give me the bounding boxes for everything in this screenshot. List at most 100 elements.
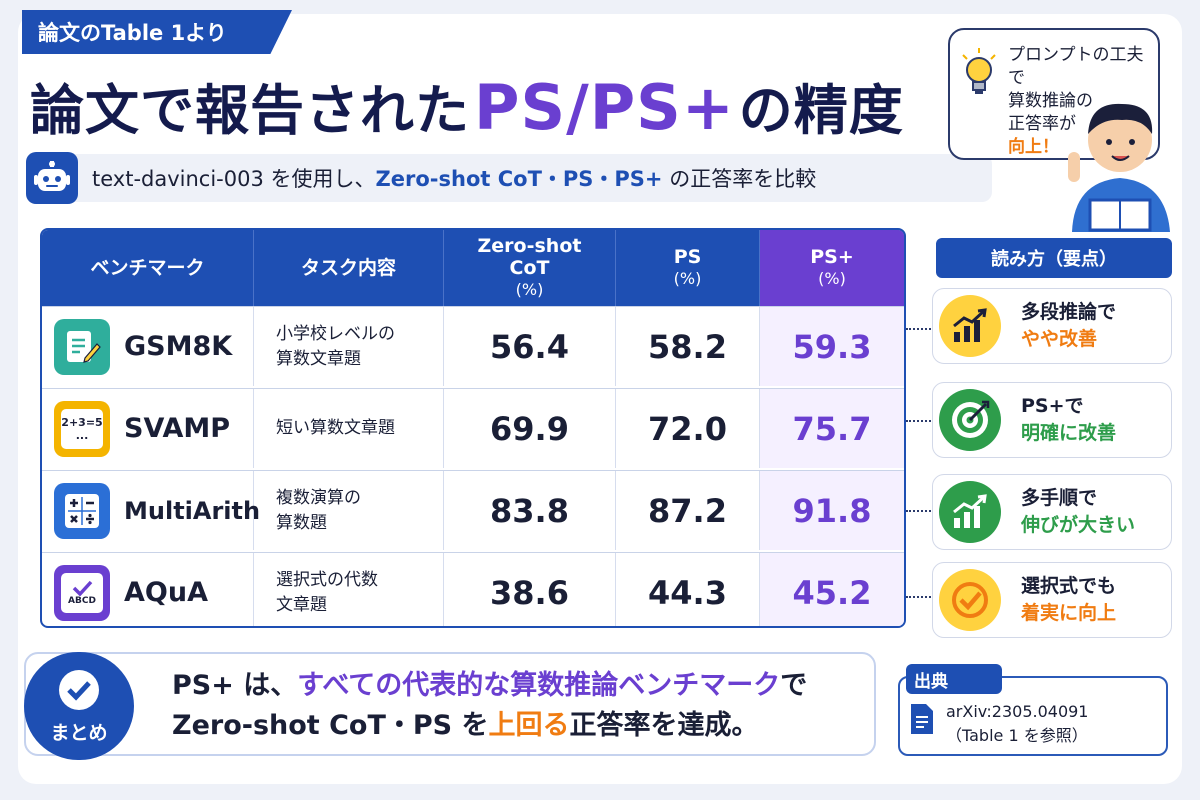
benchmark-cell: MultiArith xyxy=(42,471,260,550)
source-header-label: 出典 xyxy=(914,671,948,692)
summary-badge: まとめ xyxy=(24,652,134,760)
summary-line1-post: で xyxy=(780,670,808,701)
benchmark-name: SVAMP xyxy=(124,413,231,444)
reading-text: 多段推論で やや改善 xyxy=(1021,299,1116,353)
benchmark-cell: GSM8K xyxy=(42,307,254,386)
lightbulb-icon xyxy=(960,48,998,105)
table-row: 2+3=5 ... SVAMP 短い算数文章題 69.9 72.0 75.7 xyxy=(42,388,904,468)
reading-card: 多手順で 伸びが大きい xyxy=(932,474,1172,550)
task-cell: 短い算数文章題 xyxy=(254,389,444,468)
title-post: の精度 xyxy=(738,79,904,142)
calculator-icon xyxy=(54,482,110,539)
bubble-line4: 向上！ xyxy=(1008,137,1059,157)
results-table: ベンチマーク タスク内容 Zero-shot CoT (%) PS (%) PS… xyxy=(40,228,906,628)
ps-value: 44.3 xyxy=(616,553,760,626)
connector-dots xyxy=(906,596,934,598)
source-note: （Table 1 を参照） xyxy=(946,726,1088,745)
subtitle-text: text-davinci-003 を使用し、Zero-shot CoT・PS・P… xyxy=(92,163,816,193)
bar-chart-up-icon xyxy=(939,481,1001,543)
reading-line2: やや改善 xyxy=(1021,328,1098,350)
title-highlight: PS/PS+ xyxy=(474,71,735,144)
connector-dots xyxy=(906,328,934,330)
methods-list: Zero-shot CoT・PS・PS+ xyxy=(375,167,663,191)
equation-icon: 2+3=5 ... xyxy=(54,400,110,457)
subtitle-bar: text-davinci-003 を使用し、Zero-shot CoT・PS・P… xyxy=(26,152,992,204)
reading-line1: 選択式でも xyxy=(1021,575,1117,597)
cot-value: 83.8 xyxy=(444,471,616,550)
summary-text: PS+ は、すべての代表的な算数推論ベンチマークで Zero-shot CoT・… xyxy=(172,666,807,746)
document-icon xyxy=(908,702,936,740)
task-cell: 複数演算の 算数題 xyxy=(254,471,444,550)
benchmark-name: GSM8K xyxy=(124,331,233,362)
cot-value: 69.9 xyxy=(444,389,616,468)
model-name: text-davinci-003 xyxy=(92,167,264,191)
header-benchmark: ベンチマーク xyxy=(42,230,254,306)
task-cell: 選択式の代数 文章題 xyxy=(254,553,444,626)
target-icon xyxy=(939,389,1001,451)
title-pre: 論文で報告された xyxy=(30,79,470,142)
equation-icon-dots: ... xyxy=(75,428,89,442)
person-reading-icon xyxy=(1062,82,1180,236)
source-tag: 論文のTable 1より xyxy=(22,10,292,54)
header-ps-unit: (%) xyxy=(673,269,702,288)
table-row: GSM8K 小学校レベルの 算数文章題 56.4 58.2 59.3 xyxy=(42,306,904,386)
cot-value: 38.6 xyxy=(444,553,616,626)
task-cell: 小学校レベルの 算数文章題 xyxy=(254,307,444,386)
source-arxiv-id: arXiv:2305.04091 xyxy=(946,702,1089,721)
robot-icon xyxy=(26,152,78,204)
reading-text: PS+で 明確に改善 xyxy=(1021,393,1116,447)
psp-value: 75.7 xyxy=(760,389,904,468)
benchmark-name: MultiArith xyxy=(124,496,261,525)
header-cot-line2: CoT xyxy=(509,257,550,279)
check-circle-icon xyxy=(59,669,99,710)
summary-line1: PS+ は、すべての代表的な算数推論ベンチマークで xyxy=(172,666,807,706)
header-psp-unit: (%) xyxy=(818,269,846,288)
header-ps: PS (%) xyxy=(616,230,760,306)
header-cot-unit: (%) xyxy=(515,280,544,299)
summary-badge-label: まとめ xyxy=(50,721,108,744)
table-row: MultiArith 複数演算の 算数題 83.8 87.2 91.8 xyxy=(42,470,904,550)
reading-line2: 伸びが大きい xyxy=(1021,514,1136,536)
subtitle-part1: を使用し、 xyxy=(263,167,376,191)
header-task: タスク内容 xyxy=(254,230,444,306)
summary-line2-highlight: 上回る xyxy=(488,710,570,741)
table-row: ABCD AQuA 選択式の代数 文章題 38.6 44.3 45.2 xyxy=(42,552,904,626)
psp-value: 59.3 xyxy=(760,307,904,386)
page-title: 論文で報告された PS/PS+ の精度 xyxy=(30,66,904,146)
header-psp-label: PS+ xyxy=(810,246,854,268)
reading-text: 多手順で 伸びが大きい xyxy=(1021,485,1135,539)
ps-value: 87.2 xyxy=(616,471,760,550)
table-header: ベンチマーク タスク内容 Zero-shot CoT (%) PS (%) PS… xyxy=(42,230,904,306)
document-pencil-icon xyxy=(54,318,110,375)
psp-value: 91.8 xyxy=(760,471,904,550)
reading-guide-header: 読み方（要点） xyxy=(936,238,1172,278)
equation-icon-text: 2+3=5 xyxy=(61,415,103,429)
summary-line2-pre: Zero-shot CoT・PS を xyxy=(172,710,489,741)
reading-line1: 多段推論で xyxy=(1021,301,1117,323)
reading-line1: 多手順で xyxy=(1021,487,1098,509)
bubble-line3: 正答率が xyxy=(1008,114,1076,134)
choice-icon-text: ABCD xyxy=(68,595,96,606)
reading-line2: 明確に改善 xyxy=(1021,422,1117,444)
multiple-choice-icon: ABCD xyxy=(54,564,110,621)
bubble-line1: プロンプトの工夫で xyxy=(1008,45,1144,88)
psp-value: 45.2 xyxy=(760,553,904,626)
header-ps-plus: PS+ (%) xyxy=(760,230,904,306)
source-header: 出典 xyxy=(906,664,1002,694)
header-zeroshot-cot: Zero-shot CoT (%) xyxy=(444,230,616,306)
connector-dots xyxy=(906,420,934,422)
ps-value: 58.2 xyxy=(616,307,760,386)
reading-line2: 着実に向上 xyxy=(1021,602,1117,624)
summary-line1-pre: PS+ は、 xyxy=(172,670,298,701)
source-box: 出典 arXiv:2305.04091 （Table 1 を参照） xyxy=(898,664,1168,756)
reading-text: 選択式でも 着実に向上 xyxy=(1021,573,1116,627)
summary-box: まとめ PS+ は、すべての代表的な算数推論ベンチマークで Zero-shot … xyxy=(24,652,876,760)
header-ps-label: PS xyxy=(673,246,702,268)
bubble-line2: 算数推論の xyxy=(1008,91,1093,111)
reading-card: 多段推論で やや改善 xyxy=(932,288,1172,364)
summary-line1-highlight: すべての代表的な算数推論ベンチマーク xyxy=(297,670,781,701)
summary-line2-post: 正答率を達成。 xyxy=(569,710,759,741)
benchmark-name: AQuA xyxy=(124,577,208,608)
reading-line1: PS+で xyxy=(1021,395,1084,417)
cot-value: 56.4 xyxy=(444,307,616,386)
